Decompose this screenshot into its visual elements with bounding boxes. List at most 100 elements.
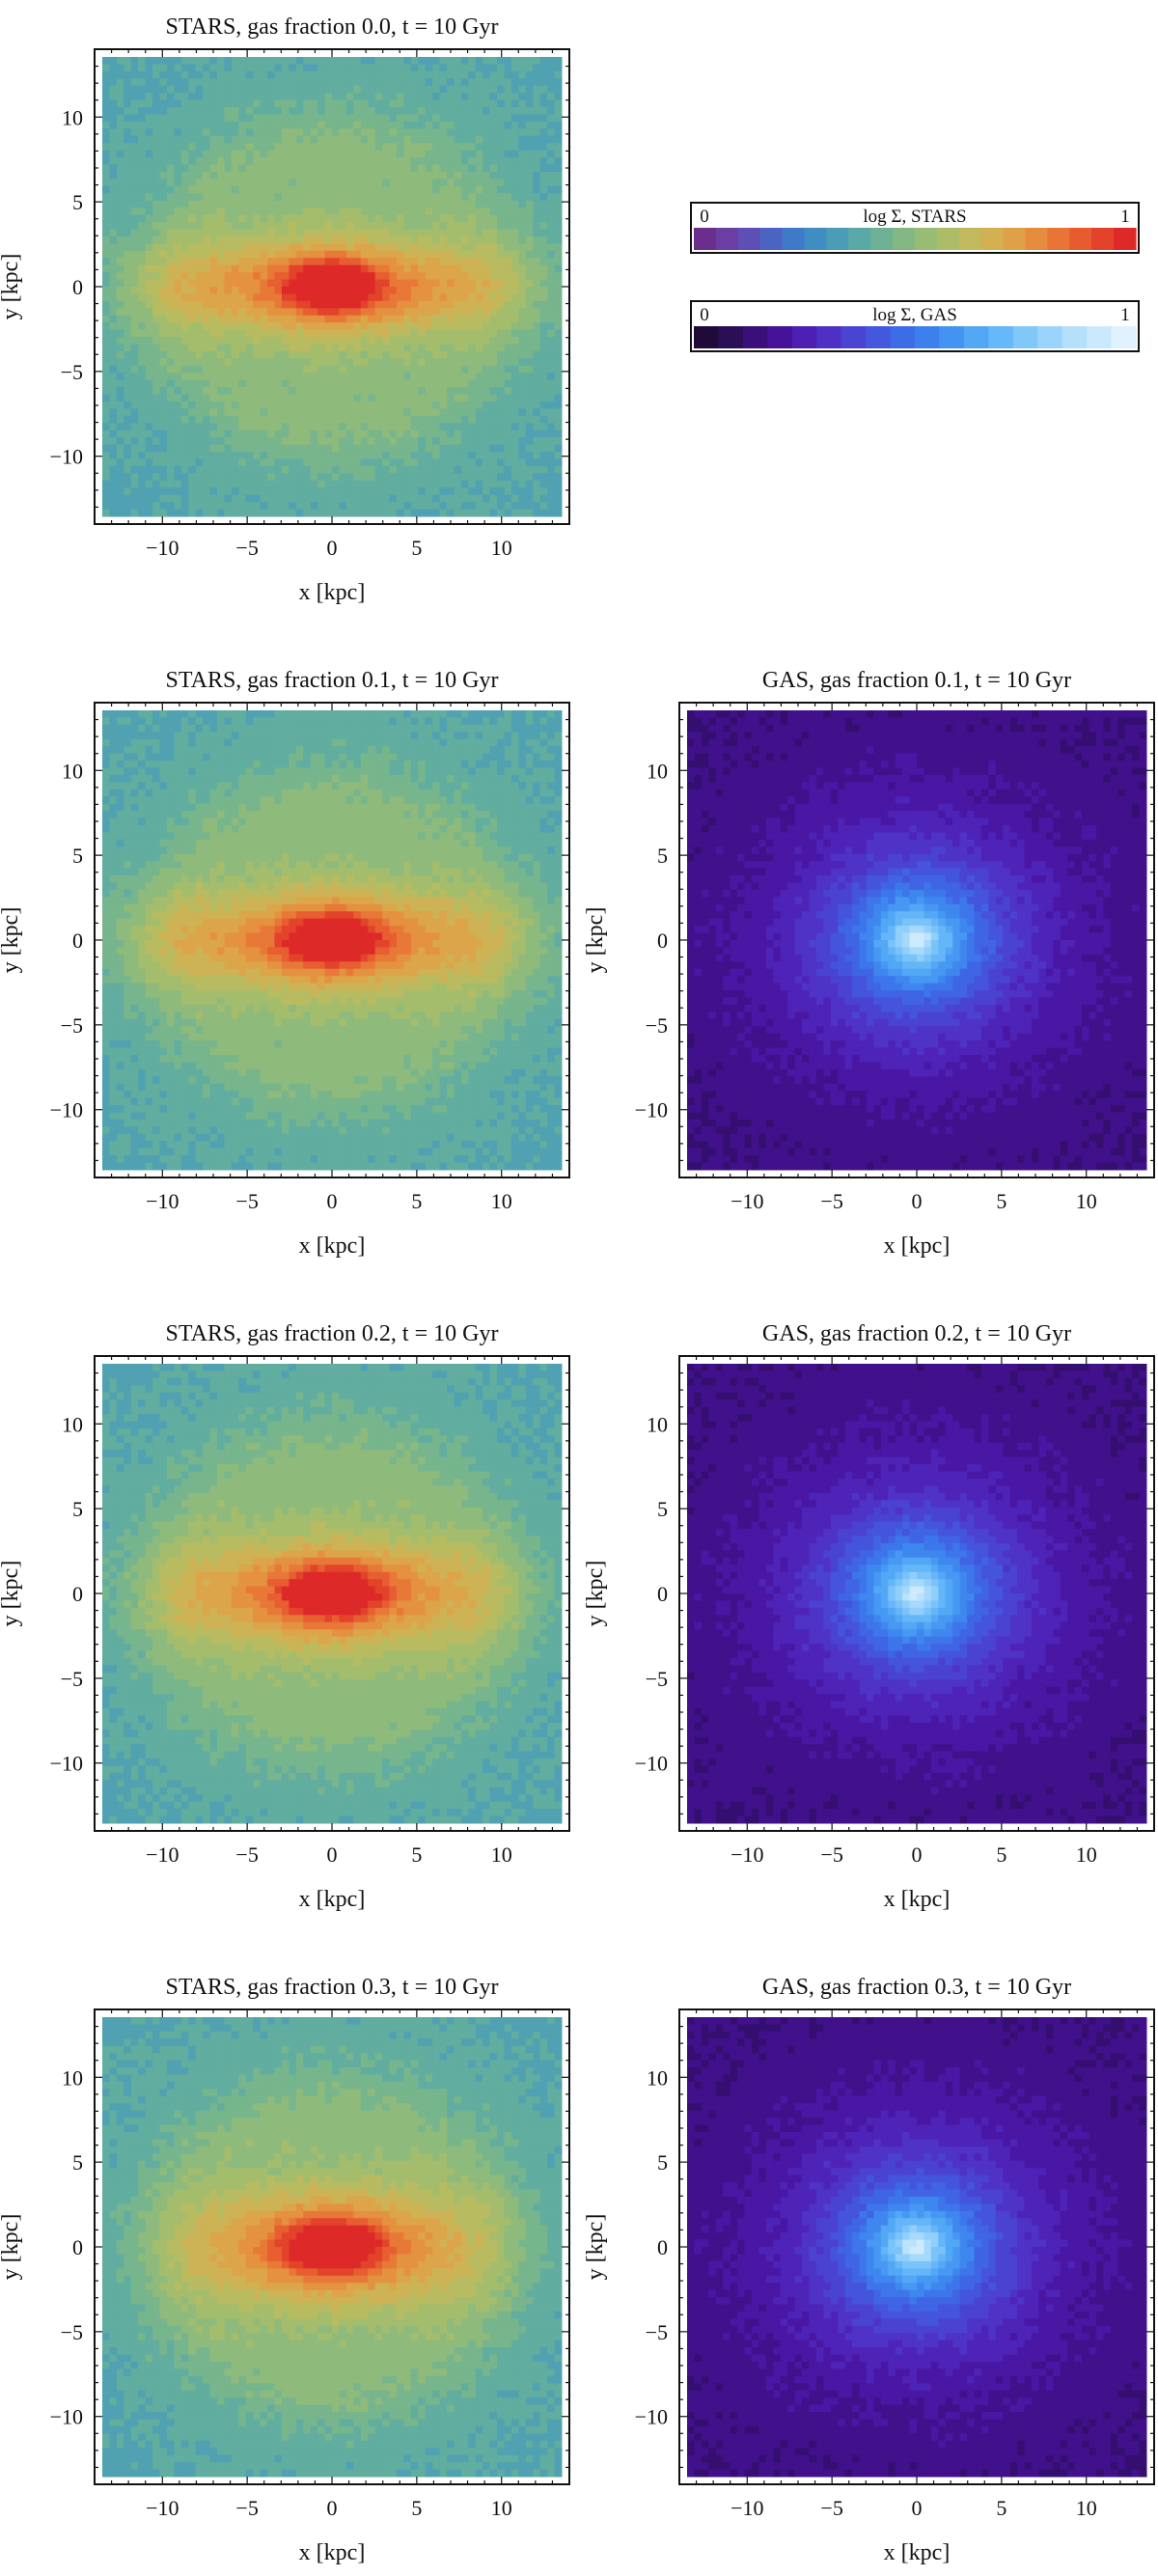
heatmap-cell [311, 143, 318, 151]
heatmap-cell [339, 93, 346, 100]
heatmap-cell [246, 293, 254, 301]
heatmap-cell [210, 107, 218, 115]
heatmap-cell [426, 222, 433, 230]
heatmap-cell [518, 230, 526, 237]
heatmap-cell [282, 78, 290, 86]
heatmap-cell [390, 122, 398, 129]
heatmap-cell [426, 100, 433, 108]
heatmap-cell [382, 337, 390, 345]
heatmap-cell [390, 107, 398, 115]
heatmap-cell [102, 100, 110, 108]
heatmap-cell [152, 308, 160, 316]
heatmap-cell [167, 301, 175, 309]
heatmap-cell [432, 193, 440, 201]
heatmap-cell [540, 143, 548, 151]
heatmap-cell [124, 122, 131, 129]
heatmap-cell [282, 215, 290, 223]
heatmap-cell [238, 186, 246, 194]
heatmap-cell [432, 437, 440, 445]
heatmap-cell [526, 408, 534, 416]
heatmap-cell [152, 208, 160, 215]
heatmap-cell [138, 100, 146, 108]
heatmap-cell [188, 408, 196, 416]
heatmap-cell [361, 71, 369, 79]
heatmap-cell [368, 380, 375, 388]
heatmap-cell [476, 337, 483, 345]
heatmap-cell [403, 416, 411, 424]
heatmap-cell [505, 351, 512, 359]
heatmap-cell [346, 316, 354, 323]
heatmap-cell [339, 201, 346, 208]
heatmap-cell [332, 322, 340, 330]
heatmap-cell [440, 100, 448, 108]
heatmap-cell [547, 71, 555, 79]
heatmap-cell [332, 179, 340, 186]
heatmap-cell [511, 316, 519, 323]
heatmap-cell [403, 402, 411, 409]
colorbar-swatch [870, 228, 894, 250]
heatmap-cell [332, 358, 340, 366]
heatmap-cell [261, 143, 268, 151]
heatmap-cell [447, 366, 455, 374]
heatmap-cell [505, 201, 512, 208]
heatmap-cell [167, 280, 175, 288]
heatmap-cell [540, 301, 548, 309]
heatmap-cell [411, 93, 419, 100]
heatmap-cell [124, 380, 131, 388]
heatmap-cell [518, 395, 526, 402]
heatmap-cell [555, 430, 563, 438]
heatmap-cell [346, 416, 354, 424]
heatmap-cell [397, 57, 404, 65]
heatmap-cell [152, 265, 160, 273]
heatmap-cell [303, 345, 311, 352]
heatmap-cell [346, 179, 354, 186]
heatmap-cell [217, 437, 225, 445]
heatmap-cell [196, 423, 204, 430]
heatmap-cell [167, 157, 175, 165]
heatmap-cell [382, 423, 390, 430]
heatmap-cell [124, 293, 131, 301]
heatmap-cell [468, 100, 476, 108]
colorbar-stars: 0 log Σ, STARS 1 [691, 203, 1139, 253]
heatmap-cell [196, 330, 204, 338]
heatmap-cell [188, 165, 196, 173]
heatmap-cell [511, 423, 519, 430]
heatmap-cell [368, 308, 375, 316]
heatmap-cell [346, 280, 354, 288]
heatmap-cell [447, 64, 455, 71]
heatmap-cell [174, 251, 181, 259]
heatmap-cell [203, 280, 210, 288]
heatmap-cell [246, 86, 254, 94]
heatmap-cell [346, 115, 354, 123]
heatmap-cell [390, 71, 398, 79]
heatmap-cell [454, 100, 461, 108]
heatmap-cell [418, 293, 426, 301]
heatmap-cell [275, 337, 283, 345]
heatmap-cell [146, 208, 153, 215]
heatmap-cell [267, 222, 275, 230]
heatmap-cell [238, 251, 246, 259]
heatmap-cell [181, 322, 189, 330]
heatmap-cell [167, 222, 175, 230]
heatmap-cell [403, 280, 411, 288]
heatmap-cell [109, 373, 117, 380]
heatmap-cell [390, 345, 398, 352]
heatmap-cell [152, 71, 160, 79]
heatmap-cell [311, 100, 318, 108]
heatmap-cell [167, 366, 175, 374]
heatmap-cell [267, 215, 275, 223]
heatmap-cell [518, 351, 526, 359]
heatmap-cell [447, 201, 455, 208]
heatmap-cell [261, 395, 268, 402]
heatmap-cell [418, 157, 426, 165]
heatmap-cell [426, 272, 433, 280]
heatmap-cell [454, 78, 461, 86]
heatmap-cell [518, 408, 526, 416]
heatmap-cell [167, 236, 175, 244]
heatmap-cell [317, 293, 325, 301]
heatmap-cell [275, 280, 283, 288]
heatmap-cell [296, 287, 304, 294]
heatmap-cell [361, 387, 369, 395]
heatmap-cell [317, 430, 325, 438]
heatmap-cell [238, 373, 246, 380]
